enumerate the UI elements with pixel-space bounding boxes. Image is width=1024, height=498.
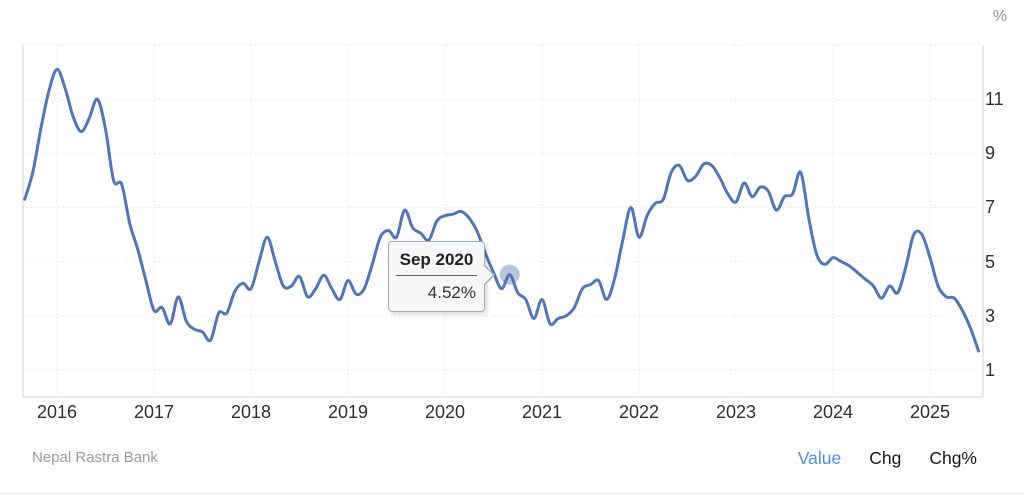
footer-tabs: Value Chg Chg% [798,448,977,469]
x-axis-label: 2024 [812,402,854,422]
y-axis-label: 9 [985,143,996,164]
axis-lines [22,45,984,398]
series-line [23,67,980,353]
y-axis-label: 1 [985,359,996,380]
x-axis-label: 2025 [909,402,951,422]
footer-tab-chg[interactable]: Chg [869,448,902,468]
y-axis-label: 7 [985,197,996,218]
x-axis-label: 2018 [230,402,272,422]
x-axis-label: 2020 [424,402,466,422]
y-axis-label: 3 [985,305,996,326]
x-axis-label: 2022 [618,402,660,422]
x-axis-label: 2016 [36,402,78,422]
gridlines [23,44,983,397]
highlight-marker [499,264,520,285]
y-axis-label: 5 [985,251,996,272]
x-axis-label: 2023 [715,402,757,422]
footer-tab-chgpct[interactable]: Chg% [929,448,977,468]
tooltip-date: Sep 2020 [396,250,477,276]
y-axis-unit-label: % [992,8,1008,25]
source-label: Nepal Rastra Bank [32,449,158,466]
x-axis-label: 2021 [521,402,563,422]
bottom-divider [0,493,1024,494]
footer-tab-value[interactable]: Value [797,448,842,468]
tooltip-value: 4.52% [427,283,476,302]
chart-tooltip: Sep 2020 4.52% [388,241,495,312]
y-axis-label: 11 [985,89,1004,110]
x-axis-label: 2017 [133,402,175,422]
x-axis-label: 2019 [327,402,369,422]
